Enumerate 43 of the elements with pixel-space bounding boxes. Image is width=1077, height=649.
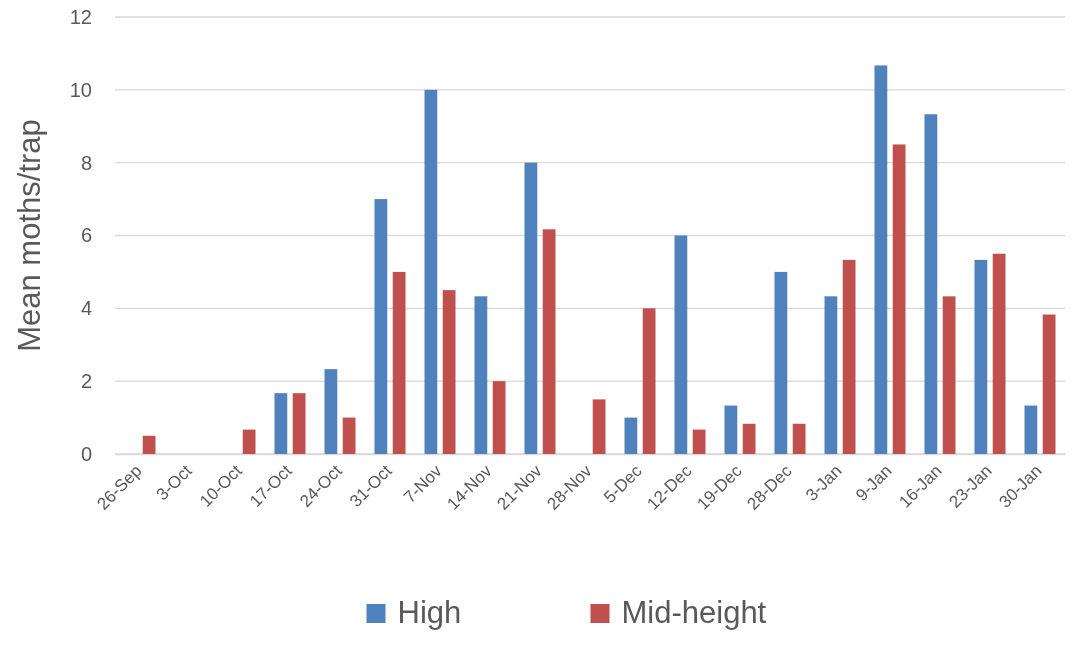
bar	[142, 435, 156, 454]
bar	[792, 423, 806, 454]
y-tick-label: 2	[80, 370, 92, 393]
bar	[842, 259, 856, 454]
bar	[742, 423, 756, 454]
bar	[724, 405, 738, 454]
y-tick-label: 10	[69, 78, 92, 101]
bar	[374, 199, 388, 454]
bar	[924, 114, 938, 454]
bar	[292, 393, 306, 454]
bar	[474, 296, 488, 454]
bar	[992, 253, 1006, 454]
bar	[892, 144, 906, 454]
bar	[592, 399, 606, 454]
legend-label: Mid-height	[621, 595, 767, 630]
bar	[324, 369, 338, 454]
bar	[624, 417, 638, 454]
bar	[492, 381, 506, 454]
y-tick-label: 4	[80, 297, 92, 320]
y-tick-label: 12	[69, 5, 92, 28]
bar	[1042, 314, 1056, 454]
bar	[424, 89, 438, 454]
bar	[774, 271, 788, 454]
bar	[824, 296, 838, 454]
bar	[392, 271, 406, 454]
y-tick-label: 0	[80, 442, 92, 465]
bar	[974, 259, 988, 454]
bar	[874, 65, 888, 454]
bar	[242, 429, 256, 454]
bar	[942, 296, 956, 454]
bar	[642, 308, 656, 454]
bar	[524, 162, 538, 454]
legend-label: High	[397, 595, 462, 630]
bar	[1024, 405, 1038, 454]
bar	[442, 290, 456, 454]
y-tick-label: 8	[80, 151, 92, 174]
bar	[342, 417, 356, 454]
y-axis-title: Mean moths/trap	[12, 119, 47, 352]
bar	[674, 235, 688, 454]
bar	[692, 429, 706, 454]
bar	[274, 393, 288, 454]
bar	[542, 229, 556, 454]
y-tick-label: 6	[80, 224, 92, 247]
